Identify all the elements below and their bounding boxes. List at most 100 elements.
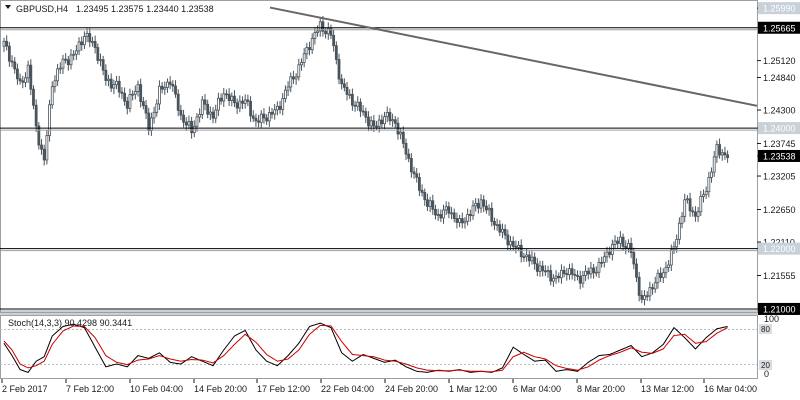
candle [123,87,126,106]
candle [334,41,338,65]
candle [586,267,590,280]
trendline[interactable] [269,6,758,107]
candle [543,265,547,276]
candle [375,120,378,131]
candle [629,237,633,259]
candle [407,148,411,163]
candle [533,252,537,270]
stoch-signal-line [3,324,728,373]
candle [136,80,140,97]
candle [420,184,424,197]
candle [434,204,437,220]
time-axis[interactable]: 2 Feb 2017 7 Feb 12:00 10 Feb 04:00 14 Feb … [1,379,757,394]
candle [225,89,228,99]
candle [495,218,499,231]
time-tick-label: 2 Feb 2017 [2,384,48,394]
time-tick: 7 Feb 12:00 [65,379,114,394]
price-tick-label: 1.24300 [763,106,796,116]
candle [393,116,397,128]
candle [522,252,526,262]
candle [696,207,700,223]
candle [417,172,421,197]
price-tick-label: 1.22110 [763,238,795,248]
candle [195,113,199,132]
candle [72,50,76,61]
time-tick: 2 Feb 2017 [1,379,48,394]
price-axis[interactable]: 1.25990 1.25665 1.25120 1.24840 1.24300 1.240… [757,2,800,315]
candle [578,270,582,290]
dropdown-triangle-icon[interactable] [5,5,11,9]
candle [444,201,448,216]
candle [176,89,180,117]
candle [187,115,191,130]
candle [222,87,226,107]
candle [487,204,491,216]
candle [265,114,269,125]
candle [688,192,692,217]
candle [503,224,507,240]
candle [281,93,285,116]
candle [308,41,311,56]
stoch-tick-100: 100 [764,314,779,324]
candle [321,15,325,37]
time-tick-label: 24 Feb 20:00 [385,384,438,394]
price-tick-label: 1.24000 [763,124,796,134]
price-tick-label: 1.21555 [763,271,796,281]
price-tick-label: 1.22650 [763,205,796,215]
candle [74,44,78,60]
candle [552,274,555,287]
candle [680,212,684,229]
candle [667,259,671,272]
candle [364,107,368,123]
candle [104,64,108,86]
time-tick-label: 8 Mar 20:00 [577,384,625,394]
candle [342,78,346,92]
candle [482,195,486,213]
candle [2,37,6,53]
candle [501,223,504,239]
candle [99,53,102,67]
candle [452,208,456,223]
candle [619,231,622,250]
candle [206,99,210,119]
candle [592,264,595,279]
candle [699,190,703,217]
candle [125,96,129,115]
candle [144,99,148,120]
candle [635,258,638,282]
candle [61,54,65,75]
candle [141,96,145,110]
candle [353,100,357,112]
candle [340,74,344,90]
stoch-pane-frame [0,315,758,379]
candle [576,270,579,281]
candle [554,270,558,284]
candle [128,88,132,113]
candle [112,79,116,95]
horizontal-levels-layer [0,27,757,312]
candle [273,104,277,120]
candle [249,96,252,122]
candle [694,206,697,222]
candle [7,41,11,67]
time-tick-label: 14 Feb 20:00 [194,384,247,394]
candle [192,120,196,138]
candle [659,267,662,283]
candle [158,80,161,110]
stoch-tag-20 [759,360,772,370]
candle [361,105,365,116]
candle [380,114,384,129]
candle [214,104,218,124]
symbol-label: GBPUSD,H4 [16,4,68,14]
main-pane-frame [0,0,758,313]
candle [369,116,373,131]
candle [289,72,293,93]
candle [455,212,459,229]
price-tick-label: 1.22000 [763,244,796,254]
candle [616,236,620,249]
candle [450,207,453,220]
candle [517,240,520,252]
candle [56,63,59,86]
candle [34,99,38,133]
candle [251,110,255,122]
